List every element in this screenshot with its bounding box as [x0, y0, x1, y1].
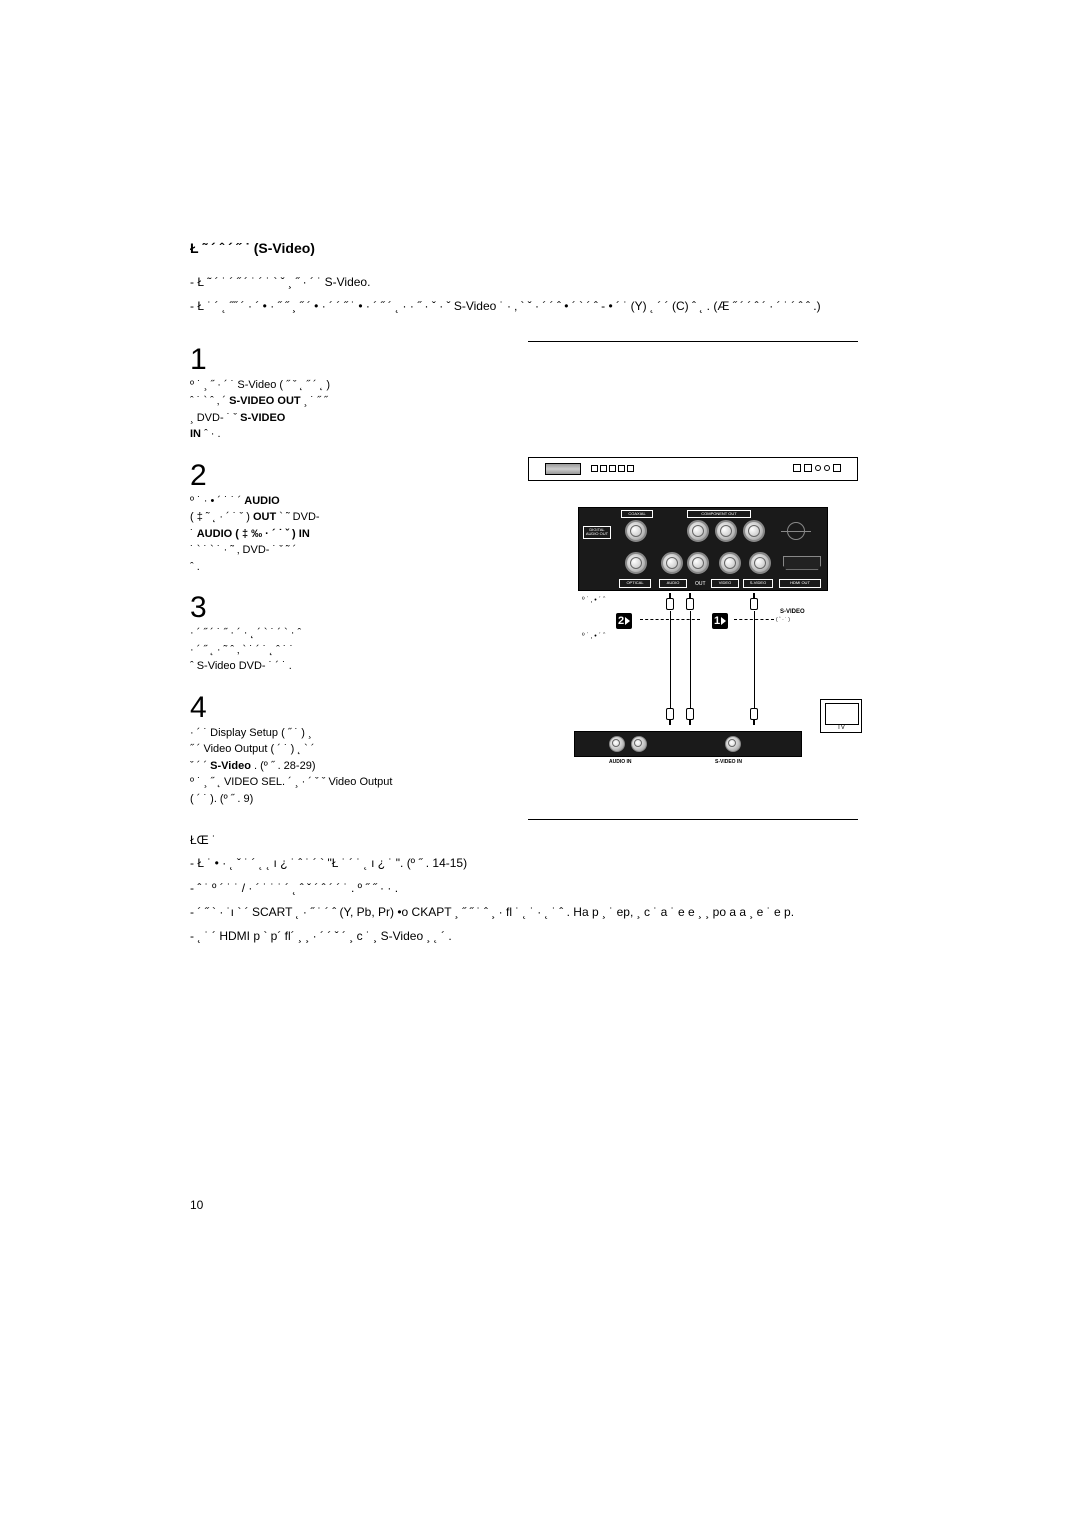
svideo-plug-top-icon [750, 593, 758, 611]
video-port-icon [719, 552, 741, 574]
wire-audio-l [670, 611, 671, 711]
tv-label: TV [821, 725, 861, 731]
tv-input-bar: AUDIO IN S-VIDEO IN [574, 731, 802, 757]
intro-line-1: - Ł ˜ ´ ˙ ´ ˝ ´ ˙ ´ ˙ ` ˇ ¸ ˝ · ´ ˙ S-Vi… [190, 272, 960, 292]
tv-icon: TV [820, 699, 862, 733]
step-3-body: · ´ ˝ ´ ˙ ˝ · ´ · ˛ ´ ` ˙ ´ ` · ˆ · ´ ˝ … [190, 625, 490, 675]
wire-svideo [754, 611, 755, 711]
note-2: - ˆ ˙ º ´ ˙ ˙ / · ´ ˙ ˙ ˙ ´ ˛ ˆ ˇ ´ ˆ ´ … [190, 878, 960, 898]
tv-audio-l-icon [609, 736, 625, 752]
diagram-top-rule [528, 341, 858, 342]
tv-audio-in-label: AUDIO IN [609, 759, 632, 765]
step-1-number: 1 [190, 345, 960, 375]
audio-r-plug-icon [686, 593, 694, 611]
digital-audio-label: DIGITAL AUDIO OUT [583, 526, 611, 539]
dvd-back-panel: COAXIAL COMPONENT OUT DIGITAL AUDIO OUT [578, 507, 828, 591]
audio-l-plug-bottom-icon [666, 707, 674, 725]
title-bold: (S-Video) [254, 240, 315, 256]
optical-port-icon [625, 552, 647, 574]
audio-r-plug-bottom-icon [686, 707, 694, 725]
page-content: Ł ˜ ´ ˆ ´ ˝ ˙ (S-Video) - Ł ˜ ´ ˙ ´ ˝ ´ … [190, 240, 960, 951]
component-label: COMPONENT OUT [687, 510, 751, 518]
tv-svideo-in-label: S-VIDEO IN [715, 759, 742, 765]
connection-diagram: COAXIAL COMPONENT OUT DIGITAL AUDIO OUT [528, 457, 858, 787]
tv-audio-r-icon [631, 736, 647, 752]
tv-svideo-in-icon [725, 736, 741, 752]
audio-r-port-icon [687, 552, 709, 574]
step-2-body: º ˙ · • ´ ˙ ˙ ´ AUDIO ( ‡ ˜ ˛ · ´ ˙ ˇ ) … [190, 493, 490, 576]
coaxial-label: COAXIAL [621, 510, 653, 518]
blank-port-icon [781, 522, 811, 540]
title-prefix: Ł ˜ ´ ˆ ´ ˝ ˙ [190, 240, 254, 256]
front-ports [793, 464, 841, 472]
diagram-bottom-rule [528, 819, 858, 820]
wire-audio-r [690, 611, 691, 711]
svideo-plug-bottom-icon [750, 707, 758, 725]
front-buttons [591, 464, 634, 475]
audio-l-plug-icon [666, 593, 674, 611]
audio-l-port-icon [661, 552, 683, 574]
coaxial-port-icon [625, 520, 647, 542]
dvd-front-panel [528, 457, 858, 481]
section-title: Ł ˜ ´ ˆ ´ ˝ ˙ (S-Video) [190, 240, 960, 256]
tv-screen-icon [825, 703, 859, 725]
hdmi-port-icon [783, 556, 821, 570]
note-4: - ˛ ˙ ´ HDMI p ` p´ fl´ ¸ ¸ · ´ ´ ˇ ´ ¸ … [190, 926, 960, 946]
disc-tray-icon [545, 463, 581, 475]
svideo-port-icon [749, 552, 771, 574]
page-number: 10 [190, 1198, 203, 1212]
step-4-body: · ´ ˙ Display Setup ( ˝ ˙ ) ¸ ˝ ´ Video … [190, 725, 490, 808]
component-pb-port-icon [715, 520, 737, 542]
intro-line-2: - Ł ˙ ´ ˛ ˝˝ ´ · ´ • · ˝ ˝ ¸ ˝ ´ • · ´ ´… [190, 296, 960, 316]
notes-title: ŁŒ ˙ [190, 833, 960, 847]
component-pr-port-icon [743, 520, 765, 542]
component-y-port-icon [687, 520, 709, 542]
note-1: - Ł ˙ • · ˛ ˇ ˙ ´ ˛ ˛ ı ¿ ˙ ˆ ˙ ´ ` "Ł ˙… [190, 853, 960, 873]
step-1-body: º ˙ ¸ ˝ · ´ ˙ S-Video ( ˝ ˇ ˛ ˝ ´ ˛ ) ˆ … [190, 377, 490, 443]
note-3: - ´ ˝ ` · ˙ı ` ´ SCART ˛ · ˝ ˙ ´ ˆ (Y, P… [190, 902, 960, 922]
steps-area: 1 º ˙ ¸ ˝ · ´ ˙ S-Video ( ˝ ˇ ˛ ˝ ´ ˛ ) … [190, 345, 960, 808]
